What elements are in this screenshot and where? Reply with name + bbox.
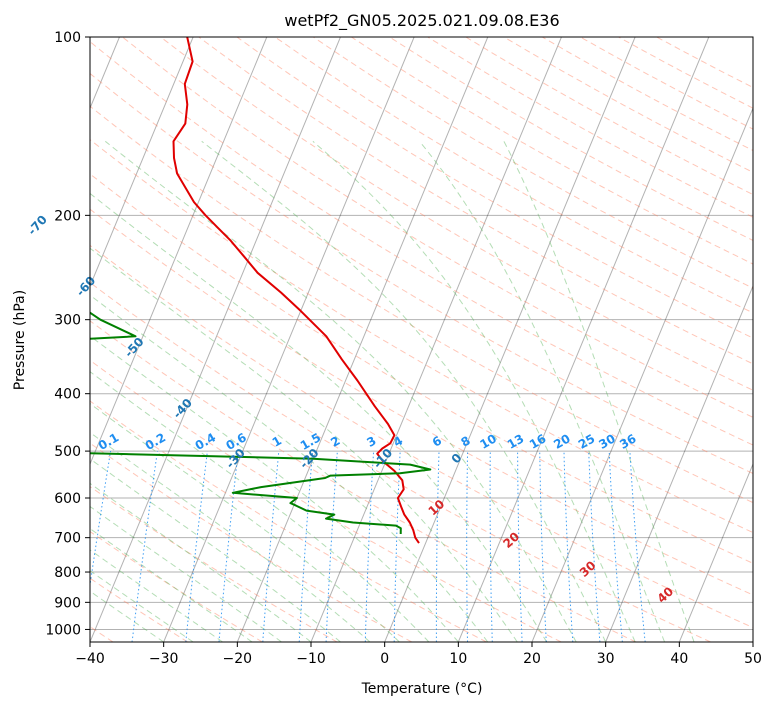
mixing-ratio-line: [490, 451, 492, 642]
mixing-ratio-label: 36: [617, 431, 638, 451]
dry-adiabat-label: -30: [223, 446, 248, 471]
dry-adiabat: [580, 37, 775, 642]
dry-adiabat: [0, 37, 711, 642]
dry-adiabat-label: -50: [122, 335, 147, 360]
y-tick-label: 600: [54, 491, 81, 507]
mixing-ratio-label: 20: [551, 431, 572, 451]
mixing-ratio-label: 6: [430, 433, 444, 449]
dry-adiabat: [504, 37, 775, 642]
mixing-ratio-label: 30: [596, 431, 617, 451]
x-tick-label: 40: [670, 651, 688, 667]
moist-adiabat: [0, 141, 341, 642]
dry-adiabat-label: -70: [25, 212, 50, 237]
dry-adiabat: [619, 37, 775, 642]
moist-adiabat: [0, 141, 311, 642]
moist-adiabat: [0, 141, 193, 642]
dry-adiabat: [428, 37, 775, 642]
isotherm-line: [532, 37, 775, 642]
y-tick-label: 500: [54, 444, 81, 460]
mixing-ratio-line: [609, 451, 622, 642]
mixing-ratio-line: [82, 451, 111, 642]
y-axis-ticks: 100 200 300 400 500 600 700 800 900 1000: [45, 30, 90, 638]
dry-adiabat: [8, 37, 775, 642]
x-tick-label: 20: [523, 651, 541, 667]
dry-adiabat: [161, 37, 775, 642]
moist-adiabat-label: 30: [577, 558, 599, 580]
mixing-ratio-line: [467, 451, 468, 642]
mixing-ratio-label: 10: [478, 431, 499, 451]
isotherm-line: [164, 37, 414, 642]
dry-adiabat: [657, 37, 775, 642]
x-tick-label: 10: [449, 651, 467, 667]
x-tick-label: −10: [296, 651, 326, 667]
mixing-ratio-line: [132, 451, 157, 642]
mixing-ratio-label: 3: [364, 433, 378, 449]
mixing-ratio-label: 16: [527, 431, 548, 451]
y-tick-label: 800: [54, 565, 81, 581]
mixing-ratio-label: 2: [328, 433, 342, 449]
isotherm-line: [0, 37, 193, 642]
y-tick-label: 300: [54, 313, 81, 329]
mixing-ratio-line: [394, 451, 400, 642]
dry-adiabat: [237, 37, 775, 642]
isotherm-line: [385, 37, 635, 642]
mixing-ratio-line: [589, 451, 600, 642]
chart-title: wetPf2_GN05.2025.021.09.08.E36: [284, 11, 559, 31]
dry-adiabats: [0, 37, 775, 642]
y-tick-label: 400: [54, 387, 81, 403]
moist-adiabat: [420, 141, 665, 642]
y-tick-label: 100: [54, 30, 81, 46]
dry-adiabat-label: -60: [73, 274, 98, 299]
x-tick-label: −40: [75, 651, 105, 667]
moist-adiabat: [202, 141, 606, 642]
y-tick-label: 200: [54, 208, 81, 224]
mixing-ratio-line: [365, 451, 373, 642]
x-tick-label: −30: [149, 651, 179, 667]
dry-adiabat-label: 0: [449, 451, 465, 467]
x-tick-label: 30: [597, 651, 615, 667]
x-tick-label: −20: [223, 651, 253, 667]
mixing-ratio-line: [540, 451, 547, 642]
dry-adiabat: [0, 37, 412, 642]
x-axis-label: Temperature (°C): [361, 681, 483, 697]
dry-adiabat-label: -80: [0, 151, 2, 176]
isotherm-line: [237, 37, 487, 642]
isotherm-line: [753, 37, 775, 642]
moist-adiabat: [0, 141, 223, 642]
isotherm-line: [458, 37, 708, 642]
moist-adiabat: [0, 141, 164, 642]
dry-adiabat: [466, 37, 775, 642]
isotherm-line: [90, 37, 340, 642]
plot-frame: [90, 37, 753, 642]
sounding-series: [0, 37, 430, 543]
mixing-ratio-label: 0.2: [143, 430, 168, 453]
dry-adiabat: [351, 37, 775, 642]
mixing-ratio-label: 13: [505, 431, 526, 451]
dry-adiabat-label: -40: [170, 396, 195, 421]
dry-adiabat: [313, 37, 775, 642]
y-axis-label: Pressure (hPa): [12, 290, 28, 390]
mixing-ratio-line: [219, 451, 238, 642]
mixing-ratio-line: [186, 451, 208, 642]
y-tick-label: 1000: [45, 622, 81, 638]
dry-adiabat-label: -20: [297, 446, 322, 471]
plot-area: [0, 37, 775, 642]
dry-adiabat: [0, 37, 775, 642]
mixing-ratio-label: 8: [458, 433, 472, 449]
mixing-ratio-label: 1: [270, 433, 284, 449]
y-tick-label: 900: [54, 595, 81, 611]
mixing-ratio-label: 4: [391, 433, 405, 449]
isotherm-line: [679, 37, 775, 642]
x-tick-label: 0: [380, 651, 389, 667]
mixing-ratio-line: [436, 451, 439, 642]
x-axis-ticks: −40 −30 −20 −10 0 10 20 30 40 50: [75, 642, 762, 667]
line-labels: 0.10.20.40.611.52346810131620253036-100-…: [0, 26, 676, 606]
x-tick-label: 50: [744, 651, 762, 667]
mixing-ratio-label: 0.1: [96, 430, 121, 453]
isobar-grid: [90, 37, 753, 629]
moist-adiabat: [504, 141, 694, 642]
y-tick-label: 700: [54, 531, 81, 547]
